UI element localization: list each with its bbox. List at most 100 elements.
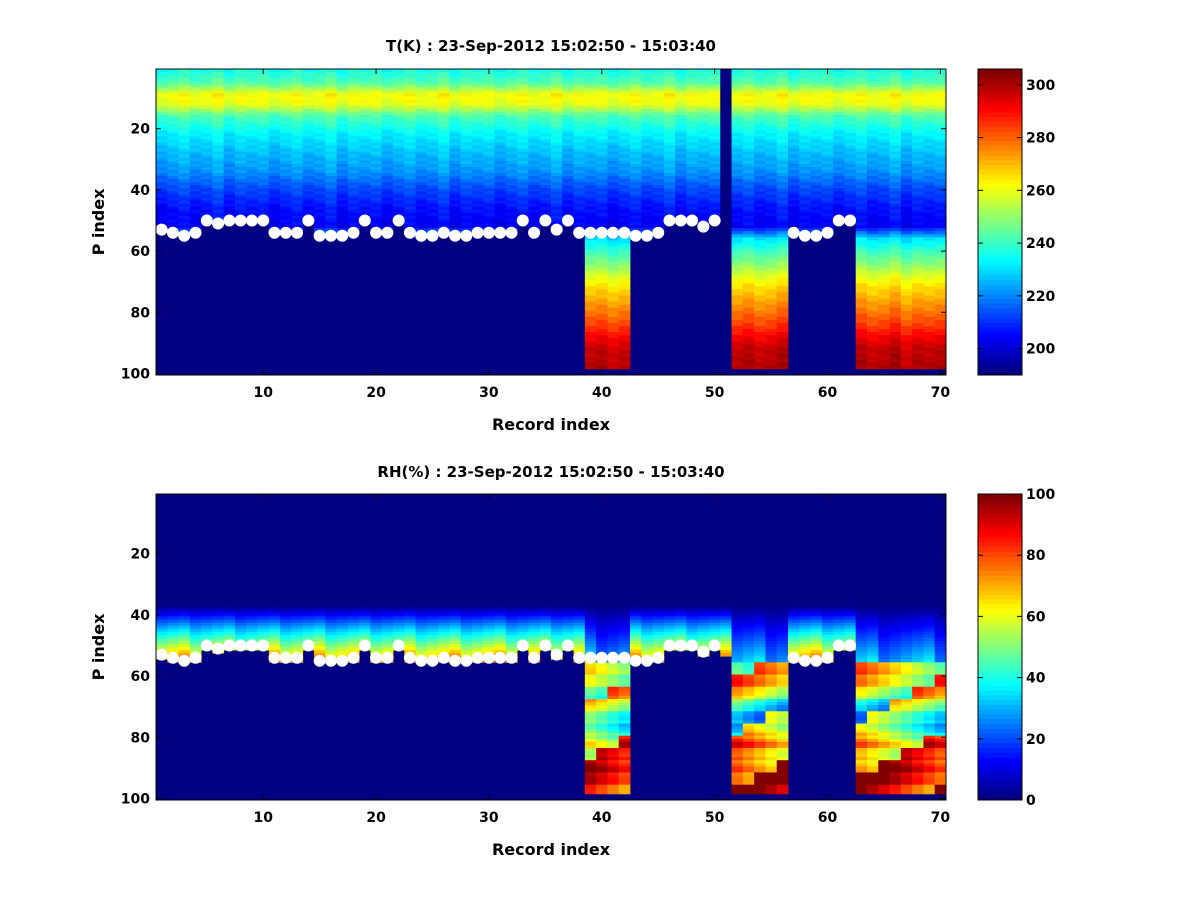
heatmap-cell [776,130,789,134]
heatmap-cell [878,166,890,171]
heatmap-cell [404,194,416,198]
heatmap-cell [268,136,281,140]
heatmap-cell [336,209,349,214]
heatmap-cell [596,206,608,211]
heatmap-cell [878,215,890,220]
heatmap-cell [505,139,518,143]
surface-marker [403,226,416,239]
heatmap-cell [607,96,620,100]
heatmap-cell [923,286,936,290]
heatmap-cell [821,222,834,226]
colorbar-tick-label: 280 [1026,131,1055,147]
heatmap-cell [291,148,304,153]
colorbar-segment [978,303,1022,309]
heatmap-cell [607,280,620,284]
heatmap-cell [799,206,811,211]
heatmap-cell [900,145,913,149]
heatmap-cell [765,188,778,192]
heatmap-cell [494,188,507,192]
heatmap-cell [257,87,270,91]
heatmap-cell [663,145,676,149]
heatmap-cell [652,212,665,217]
heatmap-cell [618,200,631,205]
heatmap-cell [934,277,947,281]
heatmap-cell [934,197,947,201]
heatmap-cell [867,353,879,358]
heatmap-cell [438,209,450,214]
heatmap-cell [765,154,778,159]
colorbar-segment [978,198,1022,204]
heatmap-cell [156,78,168,82]
heatmap-cell [641,90,653,94]
heatmap-cell [776,359,789,364]
heatmap-cell [494,163,507,168]
heatmap-cell [584,163,597,168]
heatmap-cell [325,69,337,73]
heatmap-cell [381,215,394,220]
heatmap-cell [776,261,789,266]
heatmap-cell [584,182,597,186]
heatmap-cell [923,78,936,82]
heatmap-cell [291,102,304,107]
heatmap-cell [878,322,890,327]
heatmap-cell [776,179,789,183]
heatmap-cell [325,647,337,651]
heatmap-cell [934,246,947,250]
heatmap-cell [426,209,439,214]
heatmap-cell [268,634,281,639]
heatmap-cell [641,142,653,146]
heatmap-cell [167,160,179,165]
heatmap-cell [596,240,608,244]
heatmap-cell [302,117,315,122]
heatmap-cell [754,356,766,361]
heatmap-cell [776,277,789,281]
heatmap-cell [889,316,902,321]
heatmap-cell [765,75,778,79]
heatmap-cell [381,117,394,122]
heatmap-cell [889,200,902,205]
heatmap-cell [810,121,823,125]
heatmap-cell [731,99,744,104]
heatmap-cell [415,225,428,229]
heatmap-cell [720,270,732,275]
heatmap-cell [280,108,292,113]
heatmap-cell [765,102,778,107]
heatmap-cell [551,215,563,220]
heatmap-cell [652,179,665,183]
heatmap-cell [212,616,225,620]
heatmap-cell [280,130,292,134]
heatmap-cell [618,298,631,302]
heatmap-cell [505,72,518,76]
heatmap-cell [438,185,450,189]
heatmap-cell [314,209,326,214]
y-tick-label: 80 [131,305,151,321]
heatmap-cell [257,105,270,110]
colorbar-segment [978,164,1022,170]
heatmap-cell [314,212,326,217]
heatmap-cell [302,78,315,82]
heatmap-cell [900,237,913,241]
heatmap-cell [776,215,789,220]
heatmap-cell [618,338,631,342]
heatmap-cell [709,75,721,79]
heatmap-cell [652,139,665,143]
heatmap-cell [630,102,642,107]
heatmap-cell [878,252,890,257]
heatmap-cell [867,96,879,100]
heatmap-cell [472,188,484,192]
heatmap-cell [731,258,744,263]
heatmap-cell [189,99,202,104]
heatmap-cell [630,90,642,94]
heatmap-cell [742,121,755,125]
heatmap-cell [765,234,778,238]
heatmap-cell [325,75,337,79]
heatmap-cell [449,121,462,125]
heatmap-cell [855,90,868,94]
heatmap-cell [347,634,360,639]
heatmap-cell [889,243,902,247]
heatmap-cell [223,93,236,97]
surface-marker [415,229,428,242]
heatmap-cell [212,622,225,626]
heatmap-cell [449,194,462,198]
heatmap-cell [855,310,868,315]
